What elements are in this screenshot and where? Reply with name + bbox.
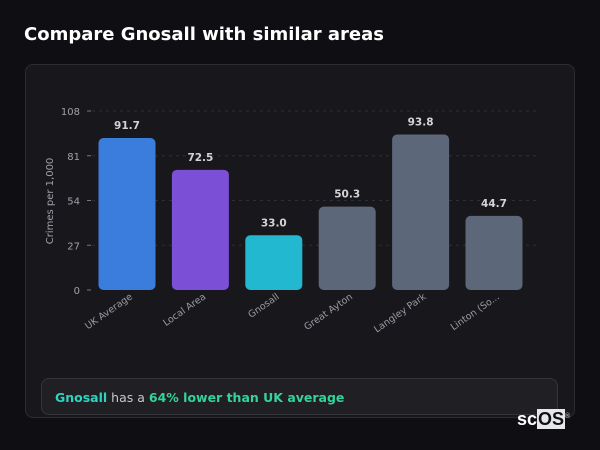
summary-box: Gnosall has a 64% lower than UK average bbox=[41, 378, 558, 415]
x-tick-label: Great Ayton bbox=[302, 291, 355, 332]
x-tick-label: UK Average bbox=[83, 291, 135, 332]
y-tick-label: 81 bbox=[67, 152, 80, 163]
y-tick-label: 54 bbox=[67, 197, 80, 208]
bar-great-ayton bbox=[318, 206, 376, 290]
data-label: 72.5 bbox=[187, 152, 213, 164]
summary-area: Gnosall bbox=[55, 390, 108, 405]
bar-langley-park bbox=[392, 134, 450, 290]
x-tick-label: Local Area bbox=[161, 291, 208, 328]
bar-local-area bbox=[171, 169, 229, 290]
data-label: 91.7 bbox=[114, 120, 140, 132]
bar-gnosall bbox=[245, 235, 303, 290]
page-title: Compare Gnosall with similar areas bbox=[24, 24, 384, 45]
y-tick-label: 27 bbox=[67, 241, 80, 252]
x-tick-label: Gnosall bbox=[246, 291, 281, 320]
data-label: 33.0 bbox=[261, 217, 287, 229]
y-tick-label: 0 bbox=[74, 286, 80, 297]
data-label: 93.8 bbox=[408, 117, 434, 129]
y-axis-label: Crimes per 1,000 bbox=[45, 158, 56, 245]
bar-uk-average bbox=[98, 138, 156, 290]
data-label: 50.3 bbox=[334, 189, 360, 201]
y-tick-label: 108 bbox=[61, 107, 80, 118]
summary-middle: has a bbox=[107, 390, 149, 405]
x-tick-label: Linton (So... bbox=[449, 291, 502, 333]
scos-logo: scOS® bbox=[517, 409, 571, 429]
x-tick-label: Langley Park bbox=[372, 291, 429, 335]
data-label: 44.7 bbox=[481, 198, 507, 210]
bar-linton-so- bbox=[465, 215, 523, 290]
summary-comparison: 64% lower than UK average bbox=[148, 390, 345, 405]
